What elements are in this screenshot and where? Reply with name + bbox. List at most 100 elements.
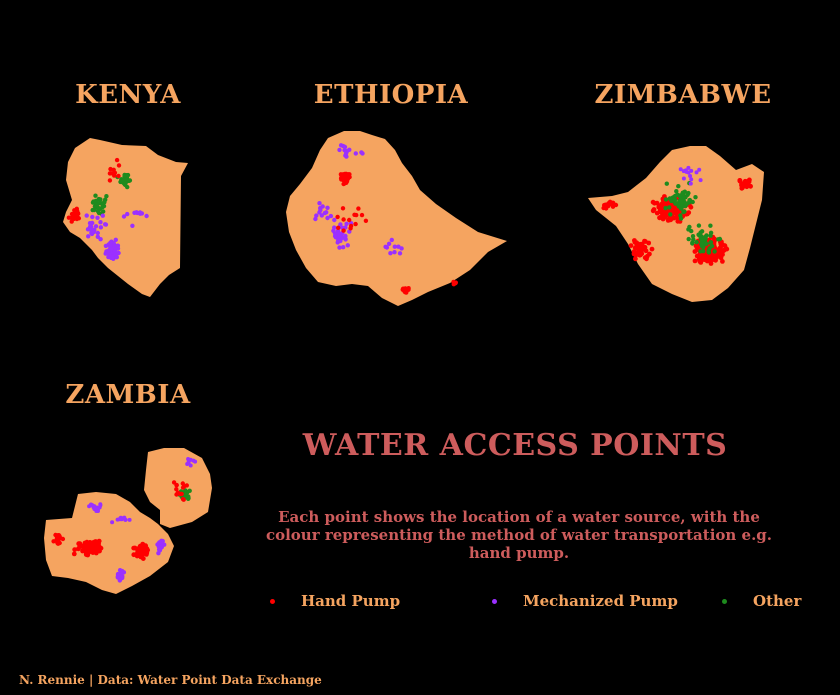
water-point [185,462,190,466]
water-point [688,174,693,178]
water-point [668,196,673,202]
water-point [182,491,188,497]
water-point [689,177,694,182]
water-point [103,251,108,256]
water-point [174,492,179,497]
water-point [360,151,365,156]
water-point [72,547,78,552]
water-point [708,230,714,235]
water-point [721,247,727,253]
water-point [100,213,106,218]
water-point [708,261,714,266]
water-point [55,540,60,546]
water-point [123,177,128,183]
water-point [642,238,647,244]
water-point [340,206,346,211]
water-point [93,224,99,229]
water-point [322,210,327,216]
water-point [126,178,132,183]
water-point [339,231,344,237]
water-point [698,249,703,254]
water-point [690,234,696,239]
water-point [686,236,691,242]
water-point [137,550,143,555]
water-point [314,213,319,218]
water-point [98,197,103,202]
water-point [638,247,643,253]
water-point [115,575,121,580]
water-point [332,233,338,239]
water-point [87,221,93,226]
water-point [684,201,689,207]
water-point [95,209,101,214]
water-point [96,538,102,544]
kenya-points [66,157,149,261]
main-title: WATER ACCESS POINTS [302,428,728,463]
water-point [688,181,693,186]
water-point [335,214,340,220]
water-point [127,517,132,522]
water-point [186,495,191,501]
legend-item-other: Other [722,592,801,610]
water-point [91,545,97,550]
legend: Hand Pump Mechanized Pump Other [270,592,801,610]
ethiopia-title: ETHIOPIA [313,80,469,110]
water-point [718,255,724,261]
water-point [144,213,149,219]
water-point [697,259,703,264]
water-point [112,249,118,254]
water-point [451,279,456,285]
water-point [698,178,703,183]
water-point [697,167,702,172]
water-point [628,243,634,249]
water-point [632,239,638,245]
water-point [678,167,683,172]
water-point [341,217,346,222]
water-point [708,240,713,245]
water-point [696,223,702,228]
water-point [71,215,76,220]
legend-dot-other [722,598,727,604]
water-point [704,241,709,247]
water-point [114,157,120,163]
water-point [184,483,189,488]
water-point [317,201,322,206]
water-point [678,193,683,198]
water-point [157,548,163,553]
water-point [91,229,97,235]
water-point [692,249,698,254]
water-point [103,243,109,249]
water-point [131,545,137,551]
water-point [71,551,77,557]
water-point [686,210,692,216]
water-point [108,166,113,172]
water-point [650,199,656,205]
water-point [674,189,679,194]
water-point [98,502,103,507]
water-point [336,238,341,243]
water-point [108,243,113,248]
legend-item-mechanized-pump: Mechanized Pump [492,592,722,610]
caption: N. Rennie | Data: Water Point Data Excha… [19,673,322,687]
water-point [337,147,342,153]
water-point [663,197,669,202]
water-point [668,212,673,217]
water-point [348,226,353,231]
kenya-title: KENYA [75,80,181,110]
water-point [632,251,638,256]
water-point [69,219,74,224]
water-point [353,221,358,227]
water-point [610,204,616,209]
water-point [114,255,120,260]
water-point [383,244,388,249]
water-point [712,249,717,254]
subtitle: Each point shows the location of a water… [265,508,773,562]
water-point [332,217,337,223]
water-point [90,207,95,213]
legend-dot-hand-pump [270,598,275,604]
water-point [317,210,322,215]
water-point [134,210,139,215]
water-point [343,233,348,239]
